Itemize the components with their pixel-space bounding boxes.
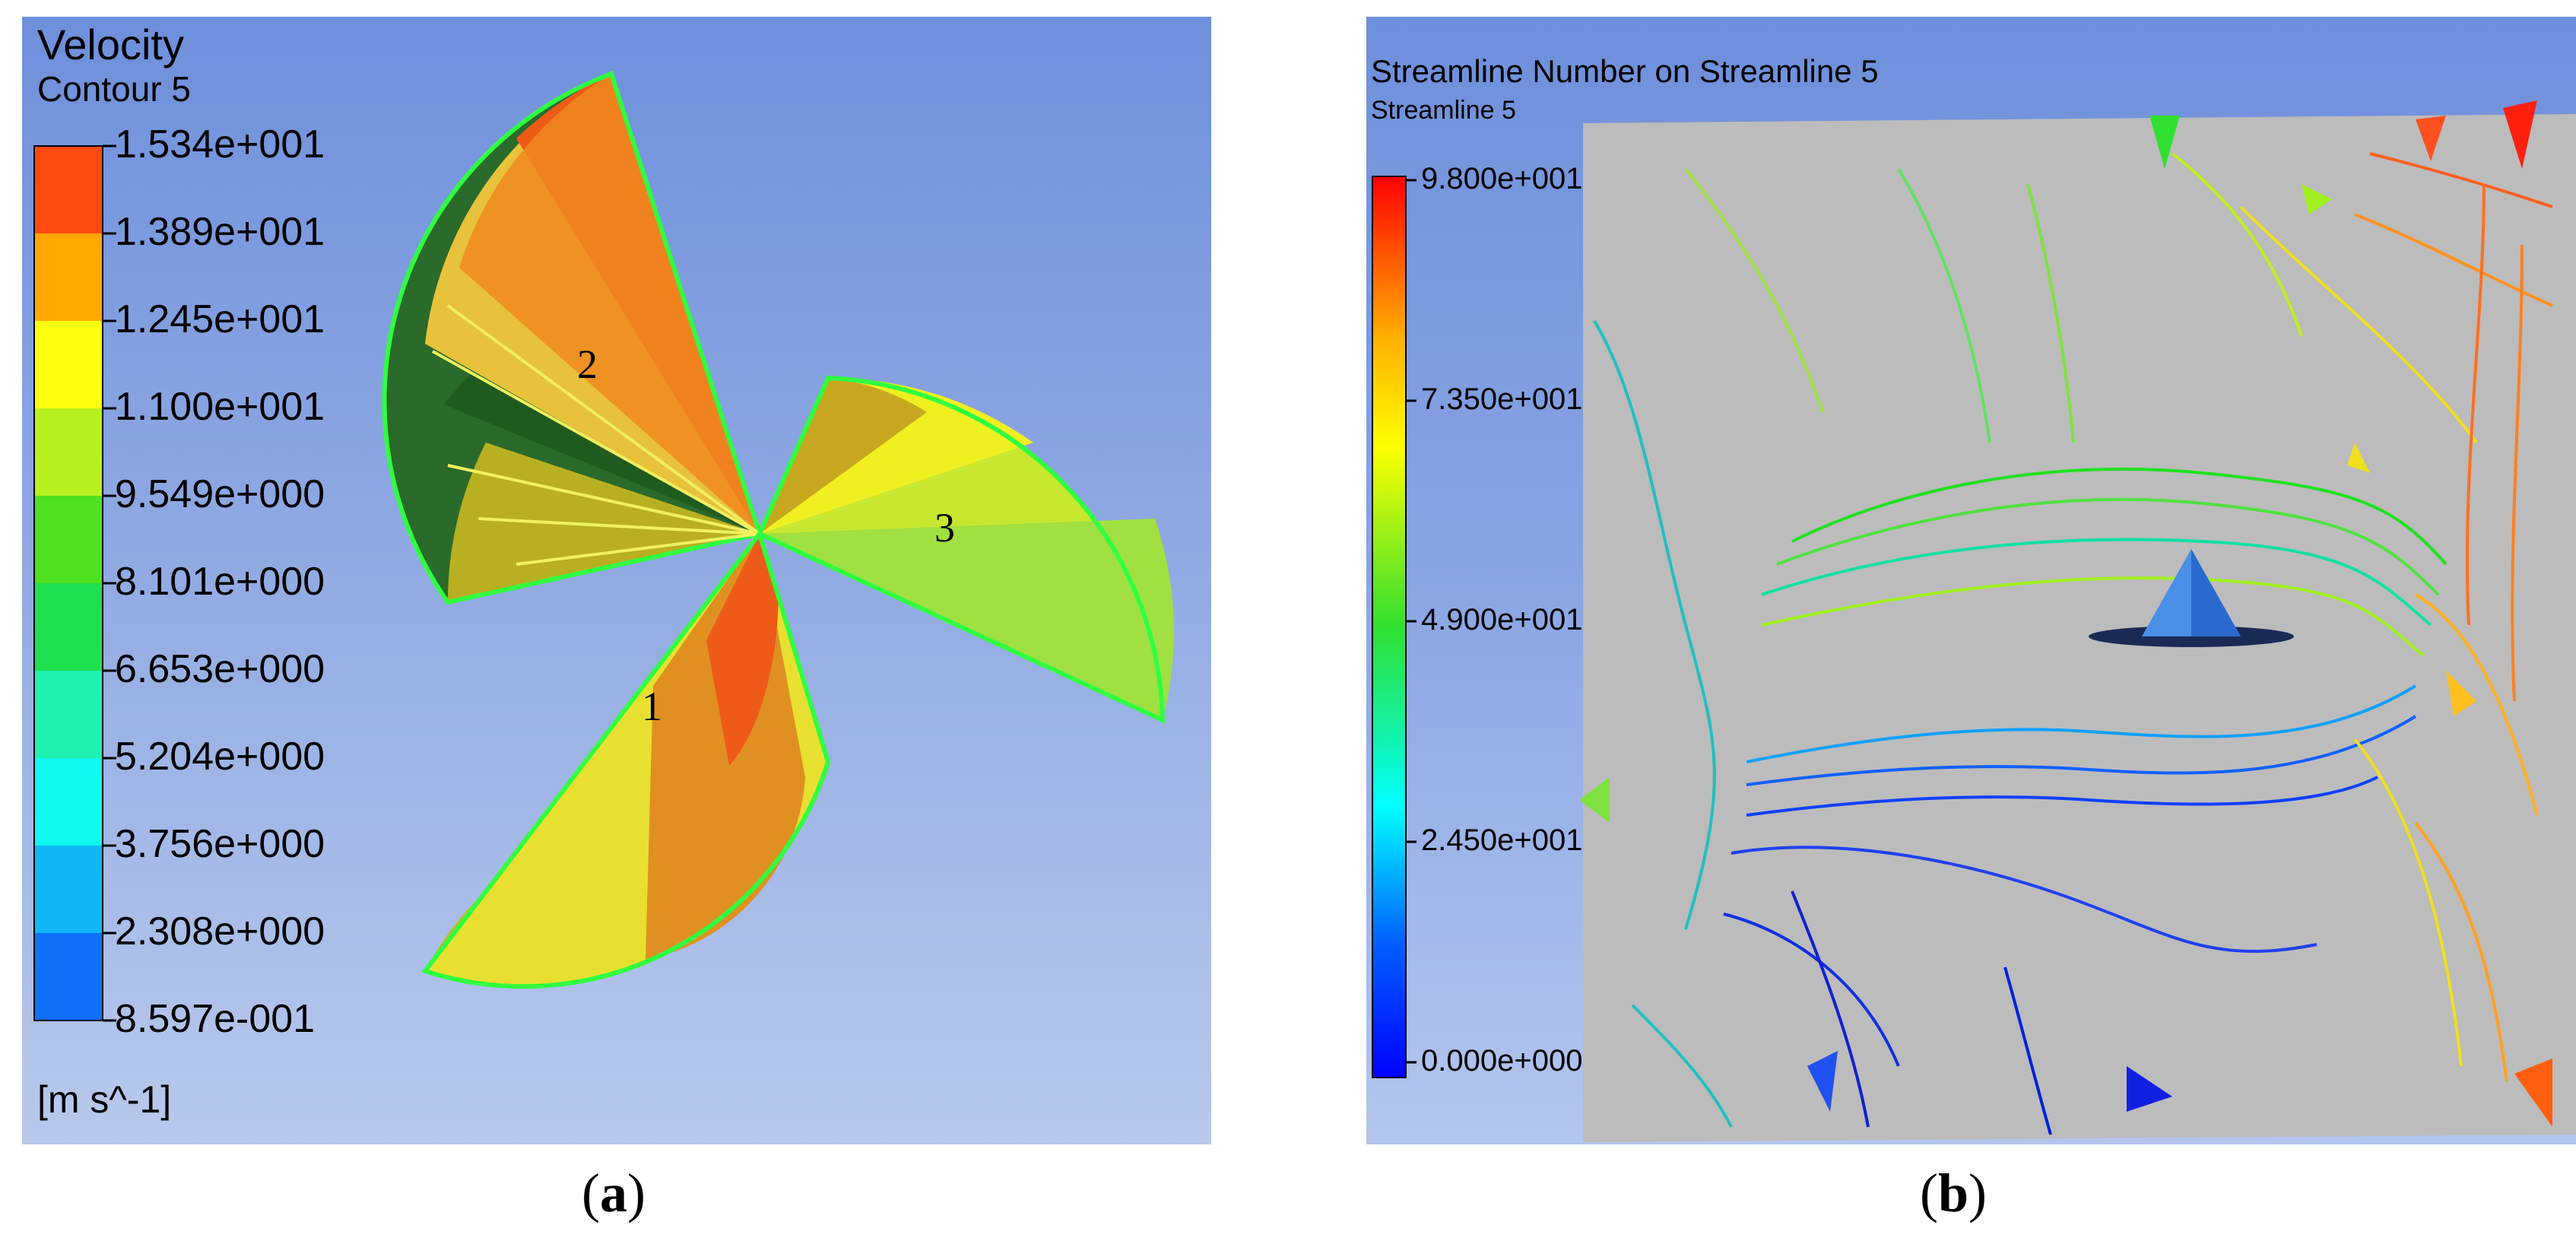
legend-level-label: 6.653e+000	[115, 647, 325, 691]
legend-band	[34, 408, 103, 496]
legend-level-label: 1.100e+001	[115, 385, 325, 429]
legend-band	[34, 233, 103, 321]
streamlines	[1593, 152, 2553, 1135]
legend-level-label: 1.534e+001	[115, 122, 325, 167]
legend-title: Velocity	[37, 21, 184, 68]
color-bar-level-label: 7.350e+001	[1421, 382, 1583, 416]
velocity-contour-panel: Velocity Contour 5	[22, 17, 1211, 1144]
turbine-hub-cone	[2089, 549, 2294, 647]
legend-band	[34, 758, 103, 846]
streamline-tufts	[1579, 100, 2552, 1127]
caption-a: (a)	[582, 1163, 646, 1224]
blade-1	[421, 528, 831, 989]
velocity-legend-and-rotor: 2 3 1	[33, 71, 1174, 1022]
legend-level-label: 2.308e+000	[115, 909, 325, 954]
color-bar-level-label: 0.000e+000	[1421, 1044, 1583, 1078]
legend-level-label: 8.597e-001	[115, 997, 316, 1041]
legend-title: Streamline Number on Streamline 5	[1371, 53, 1879, 89]
legend-unit: [m s^-1]	[37, 1078, 172, 1121]
color-bar-ticks	[1406, 179, 1416, 1064]
legend-band	[34, 671, 103, 758]
caption-b: (b)	[1920, 1163, 1988, 1224]
velocity-color-bar	[33, 144, 116, 1022]
color-bar-level-label: 9.800e+001	[1421, 162, 1583, 195]
domain-plane	[1583, 114, 2576, 1142]
blade-label-2: 2	[577, 341, 598, 387]
legend-level-label: 1.389e+001	[115, 210, 325, 254]
legend-band	[34, 846, 103, 933]
legend-level-label: 1.245e+001	[115, 297, 325, 341]
legend-level-label: 3.756e+000	[115, 822, 325, 866]
streamline-color-bar	[1372, 176, 1407, 1078]
legend-subtitle: Contour 5	[37, 69, 192, 109]
blade-label-1: 1	[642, 684, 662, 729]
streamline-panel: Streamline Number on Streamline 5 Stream…	[1366, 17, 2576, 1144]
legend-level-label: 9.549e+000	[115, 472, 325, 516]
legend-band	[34, 583, 103, 671]
blade-label-3: 3	[934, 505, 955, 551]
blade-2	[382, 71, 763, 605]
blade-3	[757, 375, 1174, 724]
legend-level-label: 5.204e+000	[115, 735, 325, 779]
legend-band	[34, 321, 103, 408]
legend-band	[34, 496, 103, 583]
color-bar-level-label: 2.450e+001	[1421, 824, 1583, 857]
streamline-view	[1372, 100, 2576, 1142]
legend-subtitle: Streamline 5	[1371, 96, 1516, 125]
legend-level-label: 8.101e+000	[115, 560, 325, 604]
color-bar-level-label: 4.900e+001	[1421, 603, 1583, 636]
legend-band	[34, 933, 103, 1020]
legend-band	[34, 146, 103, 233]
